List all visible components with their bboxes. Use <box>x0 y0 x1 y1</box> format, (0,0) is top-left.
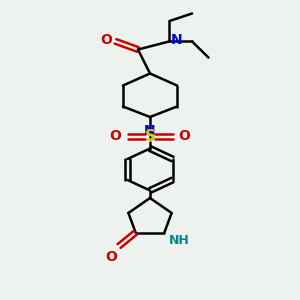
Text: S: S <box>145 129 155 144</box>
Text: O: O <box>105 250 117 264</box>
Text: O: O <box>110 130 122 143</box>
Text: NH: NH <box>169 234 190 247</box>
Text: O: O <box>100 33 112 47</box>
Text: N: N <box>144 124 156 138</box>
Text: N: N <box>171 33 183 47</box>
Text: O: O <box>178 130 190 143</box>
